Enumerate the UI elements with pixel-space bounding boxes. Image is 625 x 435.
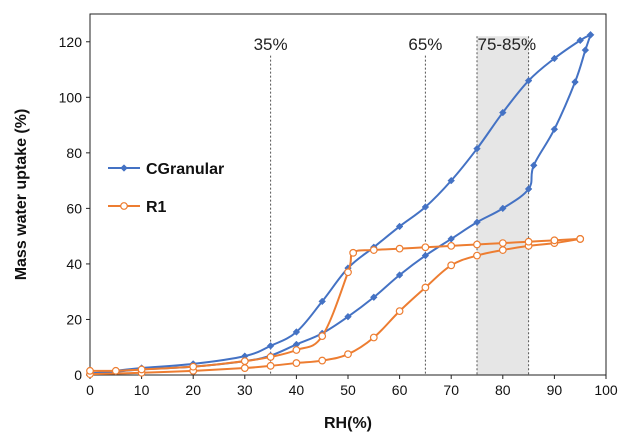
y-tick-label: 60 (66, 200, 82, 216)
data-point (421, 203, 430, 211)
x-tick-label: 40 (289, 382, 305, 398)
data-point (189, 362, 198, 371)
x-tick-label: 0 (86, 382, 94, 398)
data-point (111, 366, 120, 375)
data-point (473, 218, 481, 227)
data-point (240, 357, 249, 366)
annotation-layer: 35% 65% 75-85% (254, 35, 536, 375)
data-point (318, 332, 327, 341)
data-point (581, 46, 590, 54)
data-point (137, 365, 146, 374)
annotation-label: 65% (408, 35, 442, 54)
data-point (395, 244, 404, 253)
x-tick-label: 70 (443, 382, 459, 398)
x-tick-label: 10 (134, 382, 150, 398)
data-point (499, 204, 507, 213)
data-point (530, 161, 538, 170)
legend-label: R1 (146, 199, 167, 216)
data-point (369, 333, 378, 342)
data-point (524, 237, 533, 246)
data-point (576, 235, 585, 243)
data-point (473, 144, 481, 153)
data-point (344, 268, 352, 277)
data-point (344, 312, 352, 321)
series-r1 (86, 235, 585, 379)
data-point (447, 261, 456, 270)
data-point (318, 297, 326, 306)
x-tick-label: 20 (185, 382, 201, 398)
data-point (421, 251, 430, 260)
data-point (586, 31, 595, 39)
data-point (292, 328, 301, 336)
data-point (120, 164, 128, 172)
data-point (499, 108, 507, 117)
data-point (292, 359, 301, 367)
y-tick-label: 100 (59, 89, 83, 105)
legend-label: CGranular (146, 161, 224, 178)
annotation-label: 35% (254, 35, 288, 54)
data-point (266, 361, 275, 370)
data-point (240, 364, 249, 372)
data-point (266, 342, 275, 350)
data-point (370, 293, 378, 301)
data-point (395, 222, 404, 231)
data-point (421, 243, 430, 252)
data-point (395, 307, 404, 316)
data-point (120, 202, 128, 210)
y-tick-label: 0 (74, 367, 82, 383)
axes: 0 10 20 30 40 50 60 70 80 90 100 0 20 40 60 80 100 120 RH(… (13, 13, 618, 432)
legend: CGranular R1 (108, 161, 224, 216)
y-tick-label: 80 (66, 145, 82, 161)
x-tick-label: 60 (392, 382, 408, 398)
data-point (86, 366, 94, 375)
data-point (498, 246, 507, 254)
data-point (266, 353, 275, 361)
data-point (349, 248, 358, 257)
data-point (550, 54, 559, 63)
x-axis-title: RH(%) (324, 415, 372, 432)
x-tick-label: 100 (594, 382, 618, 398)
data-point (473, 240, 481, 249)
annotation-label: 75-85% (477, 35, 536, 54)
y-tick-label: 20 (66, 311, 82, 327)
data-point (344, 350, 352, 359)
y-tick-label: 40 (66, 256, 82, 272)
y-axis-title: Mass water uptake (%) (13, 109, 30, 281)
data-point (447, 176, 455, 185)
x-tick-label: 50 (340, 382, 356, 398)
x-tick-label: 80 (495, 382, 511, 398)
series-layer (86, 31, 595, 379)
x-tick-label: 90 (547, 382, 563, 398)
data-point (473, 251, 481, 260)
data-point (292, 346, 301, 354)
data-point (421, 283, 430, 292)
data-point (524, 76, 533, 85)
data-point (318, 356, 327, 365)
data-point (395, 271, 404, 279)
data-point (550, 236, 559, 245)
data-point (369, 246, 378, 254)
data-point (447, 241, 456, 250)
data-point (576, 36, 584, 45)
x-tick-label: 30 (237, 382, 253, 398)
y-tick-label: 120 (59, 34, 83, 50)
data-point (550, 125, 559, 133)
data-point (498, 239, 507, 247)
data-point (571, 78, 579, 86)
data-point (524, 185, 533, 193)
